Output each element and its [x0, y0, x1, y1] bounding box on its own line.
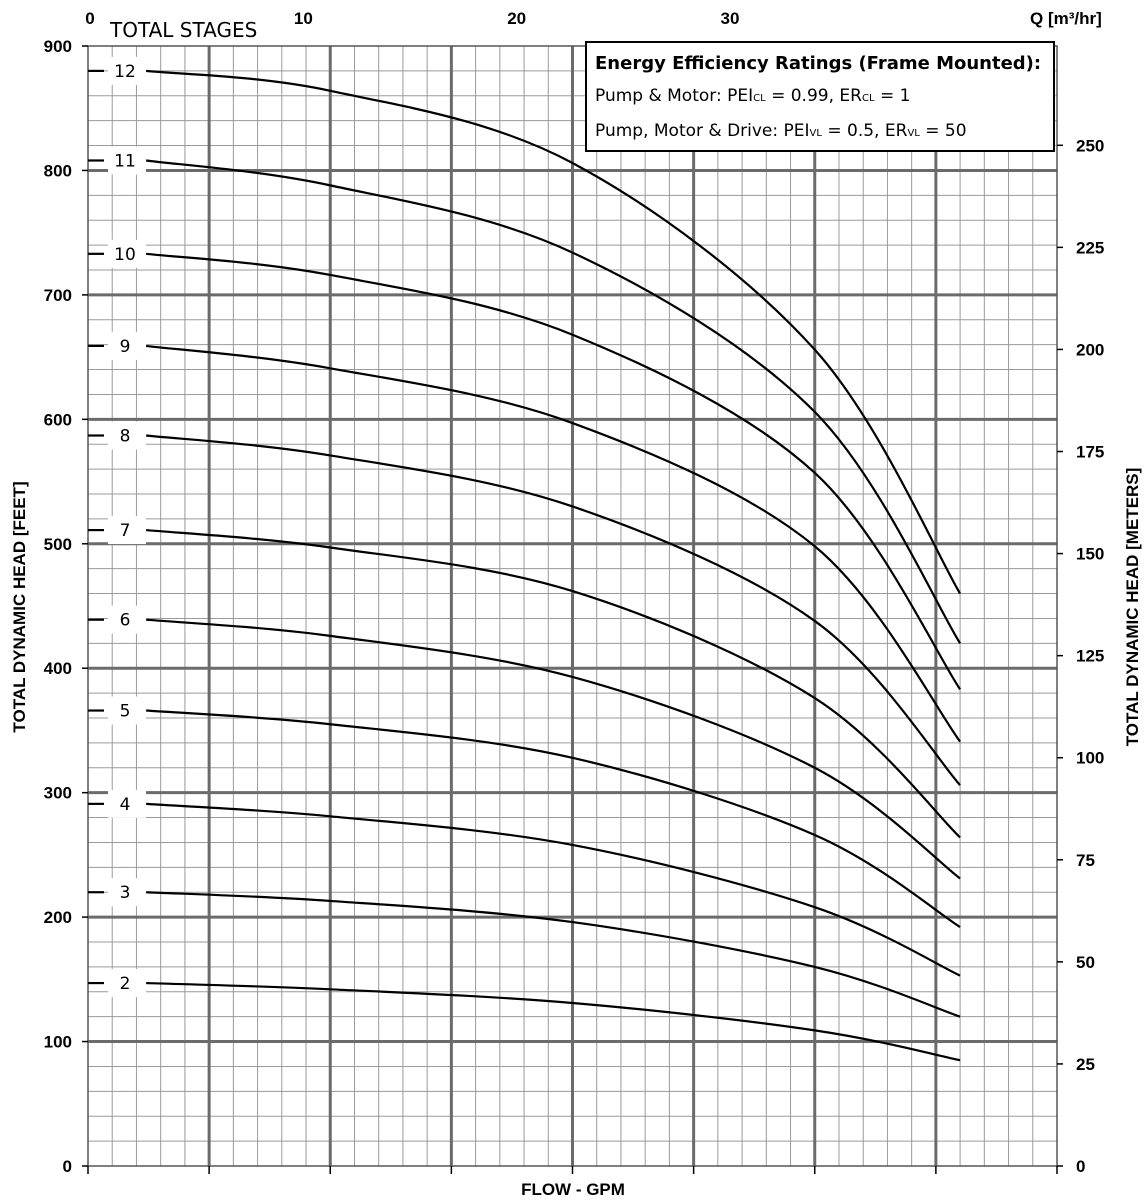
legend-line-pump-motor: Pump & Motor: PEICL = 0.99, ERCL = 1 [595, 79, 1045, 114]
y-right-axis-title: TOTAL DYNAMIC HEAD [METERS] [1123, 468, 1142, 747]
y-right-tick-label: 25 [1076, 1055, 1095, 1074]
stage-label-bg [108, 696, 146, 725]
major-grid [88, 46, 1057, 1166]
x-top-tick-label: 20 [507, 9, 526, 28]
tick-labels: 0100200300400500600700800900025507510012… [44, 9, 1105, 1176]
stage-label-7: 7 [120, 521, 131, 541]
stage-curve-2 [146, 981, 961, 1062]
legend-title: Energy Efficiency Ratings (Frame Mounted… [595, 53, 1042, 74]
axes [82, 45, 1063, 1174]
stage-label-3: 3 [120, 883, 131, 903]
stage-curve-8 [146, 434, 961, 786]
stage-label-bg [108, 789, 146, 818]
y-tick-label: 300 [44, 784, 72, 803]
stage-labels: 2 3 4 5 6 7 8 9 10 11 12 [88, 56, 146, 998]
stage-label-11: 11 [114, 151, 136, 171]
legend-line2-pei: PEI [783, 121, 810, 141]
y-tick-label: 600 [44, 410, 72, 429]
y-tick-label: 900 [44, 37, 72, 56]
legend-line1-label: Pump & Motor: [595, 86, 722, 106]
legend-line1-er: ER [839, 86, 862, 106]
stage-label-9: 9 [120, 337, 131, 357]
legend-line2-label: Pump, Motor & Drive: [595, 121, 779, 141]
stage-label-bg [108, 421, 146, 450]
stage-label-bg [108, 878, 146, 907]
curves [145, 69, 962, 1062]
stage-label-10: 10 [114, 245, 136, 265]
y-right-tick-label: 200 [1076, 340, 1104, 359]
stage-label-bg [108, 146, 146, 175]
y-right-tick-label: 75 [1076, 851, 1095, 870]
stage-label-6: 6 [120, 611, 131, 631]
legend-line1-er-sub: CL [861, 93, 875, 104]
stage-curve-3 [146, 891, 961, 1018]
stage-label-bg [108, 969, 146, 998]
total-stages-label: TOTAL STAGES [109, 18, 257, 42]
legend-line2-pei-value: = 0.5, [827, 121, 880, 141]
x-top-tick-label: 30 [721, 9, 740, 28]
stage-label-bg [108, 239, 146, 268]
y-tick-label: 500 [44, 535, 72, 554]
y-tick-label: 700 [44, 286, 72, 305]
stage-label-12: 12 [114, 62, 136, 82]
x-axis-title: FLOW - GPM [521, 1180, 625, 1199]
legend-line1-pei-value: = 0.99, [771, 86, 834, 106]
top-axis-title: Q [m³/hr] [1030, 9, 1102, 28]
y-right-tick-label: 125 [1076, 647, 1104, 666]
legend-line2-er: ER [884, 121, 908, 141]
y-right-tick-label: 50 [1076, 953, 1095, 972]
y-right-tick-label: 175 [1076, 443, 1104, 462]
stage-curve-11 [145, 159, 962, 644]
y-right-tick-label: 100 [1076, 749, 1104, 768]
stage-label-bg [108, 516, 146, 545]
legend-line2-er-value: = 50 [925, 121, 967, 141]
y-tick-label: 800 [44, 161, 72, 180]
y-tick-label: 400 [44, 659, 72, 678]
legend-line-pump-motor-drive: Pump, Motor & Drive: PEIVL = 0.5, ERVL =… [595, 114, 1045, 149]
legend-line1-pei-sub: CL [753, 93, 766, 104]
stage-curve-10 [146, 252, 962, 690]
stage-label-8: 8 [120, 427, 131, 447]
x-top-tick-label: 10 [294, 9, 313, 28]
y-axis-title: TOTAL DYNAMIC HEAD [FEET] [10, 481, 29, 732]
stage-label-bg [108, 56, 146, 85]
y-tick-label: 100 [44, 1033, 72, 1052]
legend-line2-pei-sub: VL [809, 128, 822, 139]
y-tick-label: 0 [63, 1157, 72, 1176]
efficiency-legend: Energy Efficiency Ratings (Frame Mounted… [585, 41, 1055, 152]
stage-label-5: 5 [120, 702, 131, 722]
y-right-tick-label: 150 [1076, 545, 1104, 564]
y-right-tick-label: 250 [1076, 136, 1104, 155]
stage-curve-6 [146, 618, 961, 880]
legend-line2-er-sub: VL [907, 128, 920, 139]
legend-line1-pei: PEI [727, 86, 754, 106]
stage-label-2: 2 [120, 974, 131, 994]
y-tick-label: 200 [44, 908, 72, 927]
x-top-tick-label: 0 [85, 9, 94, 28]
stage-label-bg [108, 331, 146, 360]
stage-label-4: 4 [120, 795, 131, 815]
stage-curve-7 [146, 528, 961, 839]
stage-curve-12 [146, 69, 962, 595]
stage-curve-9 [146, 344, 961, 743]
legend-line1-er-value: = 1 [879, 86, 911, 106]
y-right-tick-label: 225 [1076, 238, 1104, 257]
stage-curve-4 [146, 802, 961, 977]
stage-curve-5 [146, 709, 961, 928]
stage-label-bg [108, 605, 146, 634]
y-right-tick-label: 0 [1076, 1157, 1085, 1176]
